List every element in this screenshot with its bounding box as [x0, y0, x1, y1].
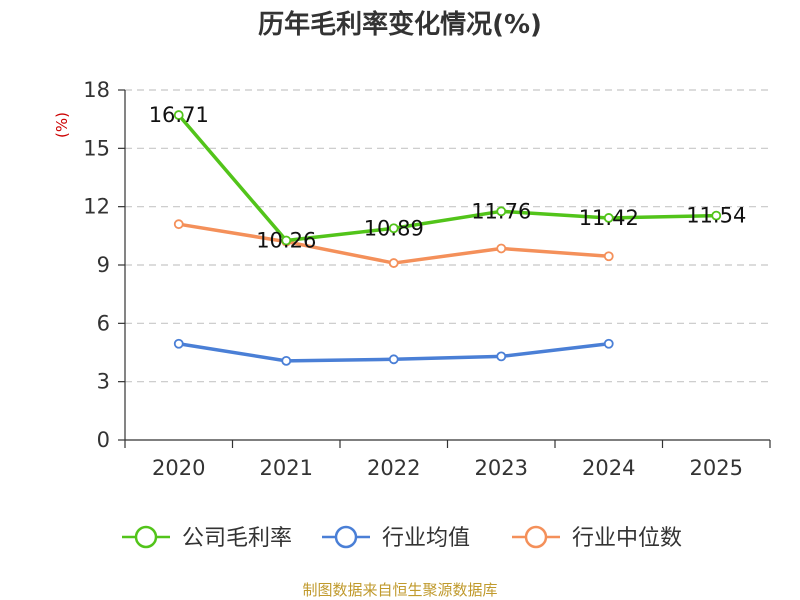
data-label: 11.54: [686, 204, 746, 228]
data-point: [711, 210, 722, 221]
data-point: [388, 223, 399, 234]
legend-item-3: 行业中位数: [512, 525, 682, 551]
axes: 0 3 6 9 12 15 18 2020 2021 2022 2023 2024 2025: [83, 78, 771, 480]
data-point: [173, 110, 184, 120]
data-point: [603, 338, 614, 349]
data-point: [173, 338, 184, 349]
legend-label: 公司毛利率: [182, 526, 292, 551]
series-1: [173, 110, 722, 246]
data-point: [496, 351, 507, 362]
data-label: 10.89: [364, 216, 424, 240]
series-2: [173, 338, 614, 366]
x-tick-label: 2023: [475, 456, 528, 480]
data-label: 11.76: [471, 199, 531, 223]
data-point: [281, 235, 292, 246]
legend-item-1: 公司毛利率: [122, 525, 292, 551]
x-tick-label: 2022: [367, 456, 420, 480]
legend-label: 行业均值: [382, 526, 470, 551]
data-label: 16.71: [149, 103, 209, 127]
series-line: [177, 113, 718, 243]
data-labels: 16.71 10.26 10.89 11.76 11.42 11.54: [149, 103, 747, 252]
x-tick-label: 2024: [582, 456, 635, 480]
x-tick-label: 2020: [152, 456, 205, 480]
y-tick-label: 3: [97, 370, 110, 394]
data-point: [496, 206, 507, 217]
y-tick-label: 18: [83, 78, 110, 102]
legend: 公司毛利率 行业均值 行业中位数: [122, 525, 682, 551]
data-point: [603, 213, 614, 223]
legend-marker: [524, 525, 548, 549]
data-point: [281, 355, 292, 366]
y-tick-label: 12: [83, 195, 110, 219]
y-axis-label: (%): [53, 112, 71, 138]
data-point: [496, 243, 507, 254]
y-tick-label: 9: [97, 253, 110, 277]
x-tick-label: 2021: [260, 456, 313, 480]
data-label: 11.42: [579, 206, 639, 230]
data-point: [388, 258, 399, 268]
series-3: [173, 219, 614, 268]
y-tick-label: 6: [97, 311, 110, 335]
x-tick-label: 2025: [690, 456, 743, 480]
y-tick-label: 15: [83, 136, 110, 160]
data-point: [603, 251, 614, 262]
data-label: 10.26: [256, 229, 316, 253]
legend-marker: [334, 525, 358, 549]
y-tick-label: 0: [97, 428, 110, 452]
series-layer: [173, 110, 722, 366]
legend-item-2: 行业均值: [322, 525, 470, 551]
data-point: [173, 219, 184, 230]
chart-title: 历年毛利率变化情况(%): [258, 9, 542, 40]
legend-marker: [134, 525, 158, 549]
source-note: 制图数据来自恒生聚源数据库: [302, 581, 497, 599]
legend-label: 行业中位数: [572, 526, 682, 551]
grid-lines: [125, 89, 770, 383]
data-point: [388, 354, 399, 365]
